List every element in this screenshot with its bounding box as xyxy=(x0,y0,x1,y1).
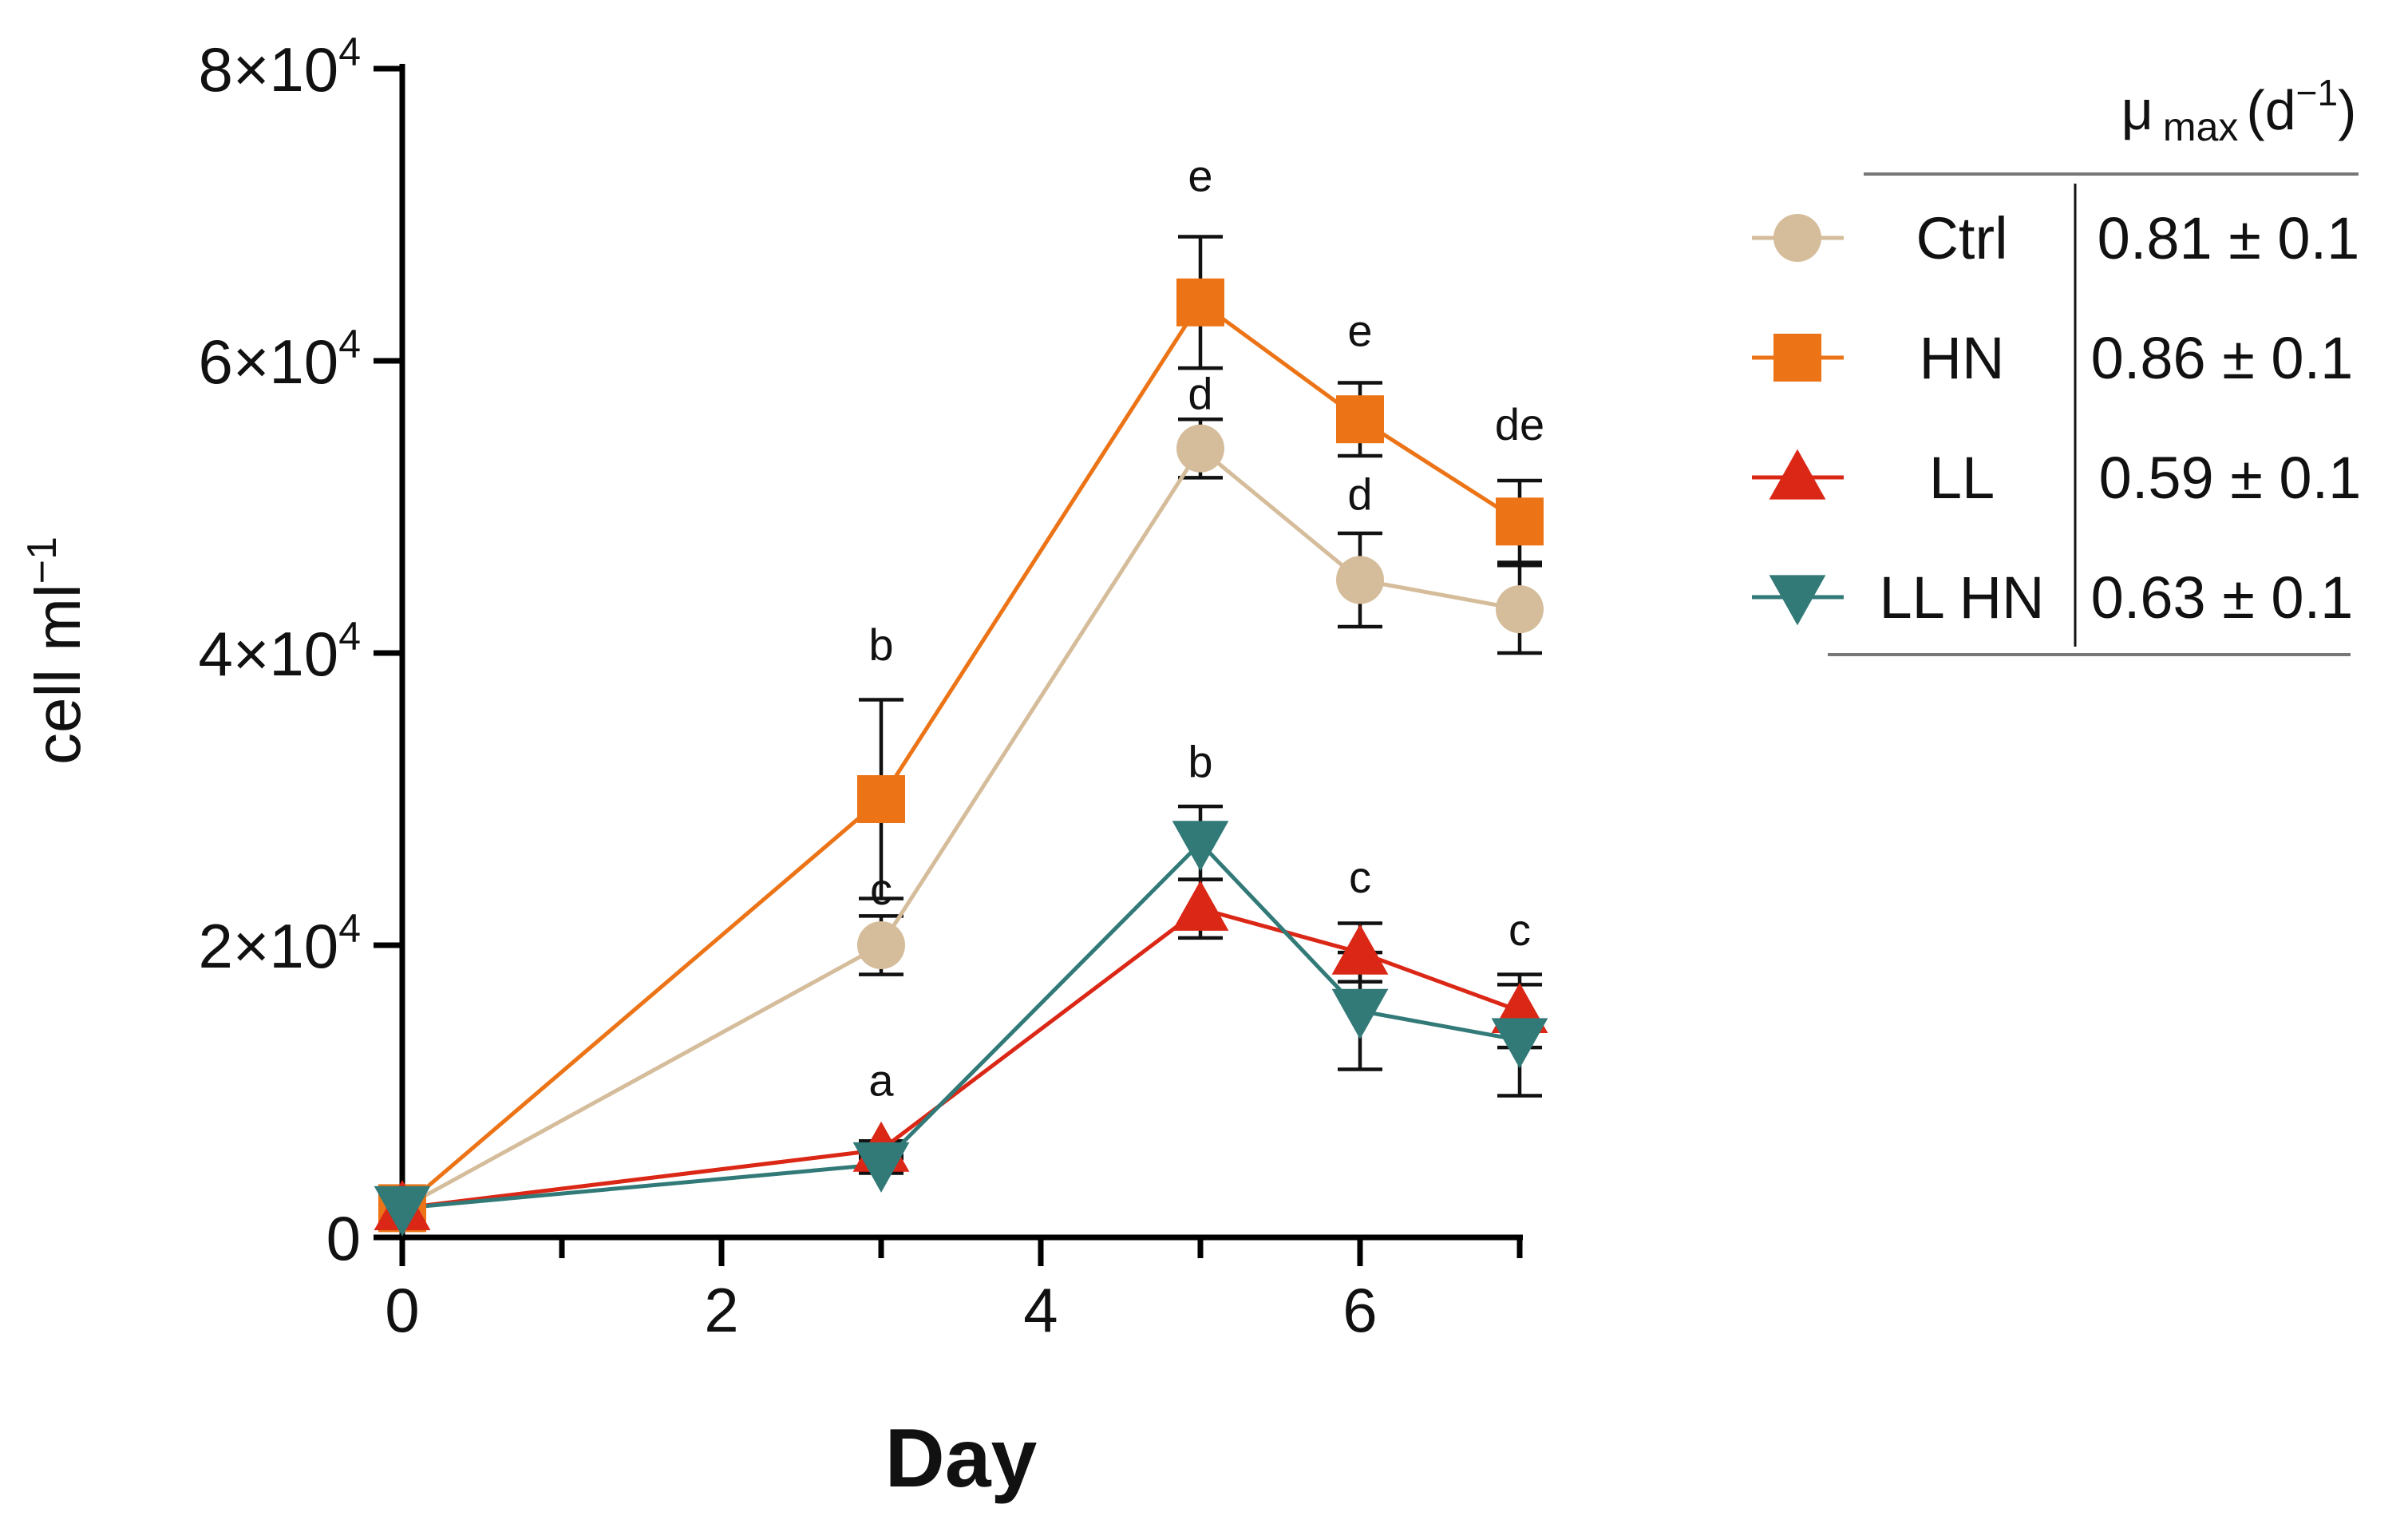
x-tick-label: 6 xyxy=(1342,1275,1377,1345)
legend-swatch-marker xyxy=(1769,575,1826,626)
significance-letter: c xyxy=(1349,852,1371,902)
legend-swatch-marker xyxy=(1773,214,1821,262)
data-point xyxy=(857,775,905,823)
legend-header-unit-close: ) xyxy=(2338,79,2356,141)
significance-letter: b xyxy=(1188,737,1212,787)
significance-letter: c xyxy=(1508,904,1531,955)
legend-header-subscript: max xyxy=(2163,105,2238,149)
data-point xyxy=(1336,395,1384,444)
significance-letter: c xyxy=(870,864,892,914)
x-tick-label: 2 xyxy=(704,1275,738,1345)
legend-mu-value: 0.86 ± 0.1 xyxy=(2091,325,2354,391)
legend-header-unit-exponent: −1 xyxy=(2296,72,2338,113)
data-point xyxy=(1172,821,1229,872)
data-point xyxy=(1176,424,1224,473)
y-tick-mantissa: 6×10 xyxy=(198,327,338,397)
y-tick-label: 6×104 xyxy=(198,322,361,397)
data-markers xyxy=(374,278,1548,1237)
data-point xyxy=(852,1142,910,1193)
y-tick-exponent: 4 xyxy=(338,322,361,366)
data-point xyxy=(1491,1018,1548,1069)
legend-header-unit: (d xyxy=(2246,79,2295,141)
legend-mu-value: 0.59 ± 0.1 xyxy=(2099,445,2362,511)
data-point xyxy=(1496,585,1544,634)
y-axis-title-exponent: −1 xyxy=(19,536,65,584)
legend-series-label: Ctrl xyxy=(1916,205,2007,271)
legend-series-label: LL HN xyxy=(1879,564,2044,631)
y-tick-label: 4×104 xyxy=(198,614,361,689)
data-point xyxy=(1176,278,1224,327)
legend-mu-value: 0.81 ± 0.1 xyxy=(2098,205,2360,271)
legend-table: μ max (d−1) Ctrl 0.81 ± 0.1 HN 0.86 ± 0.1 LL 0.5… xyxy=(1752,72,2362,656)
y-tick-exponent: 4 xyxy=(338,30,361,74)
x-tick-label: 4 xyxy=(1023,1275,1058,1345)
significance-letter: d xyxy=(1347,469,1372,520)
y-tick-label: 0 xyxy=(326,1203,361,1273)
y-tick-exponent: 4 xyxy=(338,906,361,951)
y-tick-mantissa: 0 xyxy=(326,1203,361,1273)
legend-header-symbol: μ xyxy=(2121,79,2153,141)
data-point xyxy=(857,921,905,969)
legend-swatch-marker xyxy=(1769,449,1826,500)
significance-letter: b xyxy=(868,619,893,670)
significance-letters: b c a e d b e d c de c xyxy=(868,151,1544,1106)
data-point xyxy=(1172,880,1229,931)
y-tick-mantissa: 2×10 xyxy=(198,911,338,981)
legend-series-label: HN xyxy=(1920,325,2005,391)
significance-letter: e xyxy=(1188,151,1212,201)
x-axis-title: Day xyxy=(885,1412,1038,1505)
significance-letter: a xyxy=(868,1055,894,1105)
y-tick-label: 2×104 xyxy=(198,906,361,981)
legend-swatch-marker xyxy=(1773,334,1821,382)
data-point xyxy=(374,1186,431,1237)
legend-mu-value: 0.63 ± 0.1 xyxy=(2091,564,2354,631)
x-tick-label: 0 xyxy=(385,1275,419,1345)
data-point xyxy=(1331,924,1389,975)
y-axis-title-text: cell ml xyxy=(22,584,93,765)
y-axis-title: cell ml−1 xyxy=(19,536,93,765)
legend-series-label: LL xyxy=(1929,445,1995,511)
data-point xyxy=(1331,988,1389,1039)
data-point xyxy=(1336,556,1384,604)
y-tick-label: 8×104 xyxy=(198,30,361,105)
significance-letter: d xyxy=(1188,368,1212,418)
y-tick-exponent: 4 xyxy=(338,614,361,659)
y-tick-mantissa: 4×10 xyxy=(198,619,338,689)
legend-header: μ max (d−1) xyxy=(2121,72,2357,149)
data-point xyxy=(1496,497,1544,546)
y-tick-mantissa: 8×10 xyxy=(198,34,338,105)
significance-letter: e xyxy=(1347,306,1372,356)
significance-letter: de xyxy=(1495,399,1544,449)
